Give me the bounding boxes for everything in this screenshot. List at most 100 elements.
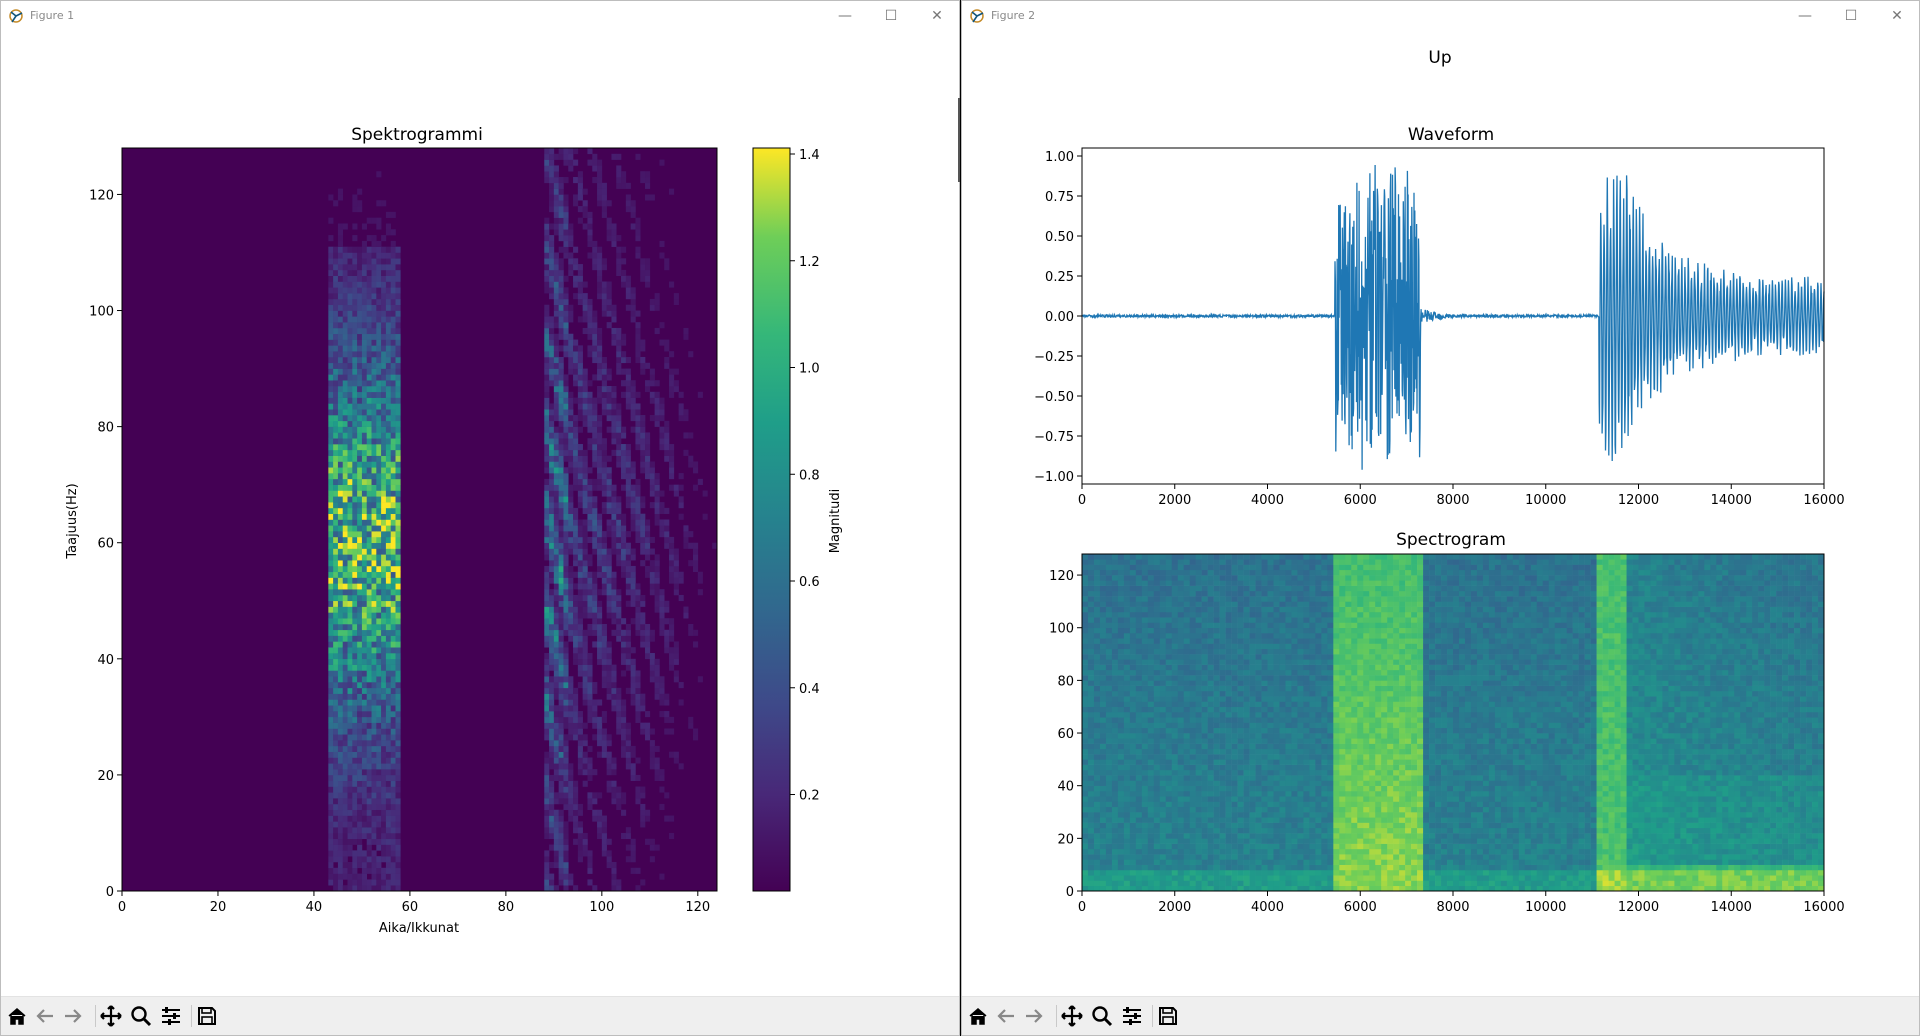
- heatmap-cell: [553, 583, 559, 590]
- heatmap-cell: [381, 322, 387, 329]
- forward-arrow-icon[interactable]: [61, 1005, 85, 1027]
- configure-subplots-icon[interactable]: [159, 1005, 183, 1027]
- heatmap-cell: [597, 525, 603, 532]
- spectrogram-cell: [1153, 848, 1161, 855]
- heatmap-cell: [366, 809, 372, 816]
- heatmap-cell: [606, 229, 612, 236]
- spectrogram-cell: [1171, 711, 1179, 718]
- heatmap-cell: [630, 548, 636, 555]
- heatmap-cell: [342, 467, 348, 474]
- heatmap-cell: [347, 705, 353, 712]
- spectrogram-cell: [1093, 864, 1101, 871]
- heatmap-cell: [549, 409, 555, 416]
- heatmap-cell: [361, 803, 368, 811]
- minimize-button[interactable]: —: [1798, 8, 1812, 24]
- heatmap-cell: [611, 229, 617, 236]
- heatmap-cell: [640, 455, 646, 462]
- heatmap-cell: [371, 519, 377, 526]
- heatmap-cell: [333, 438, 339, 445]
- heatmap-cell: [361, 885, 368, 892]
- spectrogram-cell: [1123, 769, 1131, 776]
- spectrogram-cell: [1117, 859, 1125, 865]
- heatmap-cell: [385, 281, 392, 288]
- heatmap-cell: [597, 397, 603, 404]
- heatmap-cell: [597, 449, 603, 456]
- heatmap-cell: [654, 571, 660, 578]
- heatmap-cell: [577, 525, 583, 532]
- heatmap-cell: [342, 885, 348, 892]
- spectrogram-cell: [1141, 812, 1149, 818]
- heatmap-cell: [357, 502, 363, 509]
- heatmap-cell: [347, 519, 353, 526]
- titlebar[interactable]: Figure 1 — ☐ ✕: [1, 1, 959, 31]
- heatmap-cell: [376, 670, 382, 677]
- heatmap-cell: [597, 252, 603, 259]
- spectrogram-cell: [1153, 648, 1161, 655]
- heatmap-cell: [390, 670, 396, 677]
- spectrogram-cell: [1171, 643, 1179, 650]
- heatmap-cell: [549, 548, 555, 555]
- save-icon[interactable]: [195, 1005, 219, 1027]
- heatmap-cell: [563, 432, 569, 439]
- heatmap-cell: [558, 345, 564, 352]
- heatmap-cell: [630, 397, 636, 404]
- heatmap-cell: [630, 589, 636, 596]
- close-button[interactable]: ✕: [1891, 8, 1903, 24]
- heatmap-cell: [625, 467, 631, 474]
- heatmap-cell: [683, 542, 689, 549]
- figure-canvas[interactable]: Spektrogrammi 0 20 40 60 80 100 120 0 20 40 60 80 1…: [1, 31, 959, 997]
- figure-canvas[interactable]: Up Waveform 0 2000 4000 6000 8000 10000 12000 1…: [962, 31, 1919, 997]
- spectrogram-cell: [1159, 575, 1167, 581]
- heatmap-cell: [385, 432, 392, 439]
- heatmap-cell: [381, 333, 387, 340]
- zoom-icon[interactable]: [129, 1005, 153, 1027]
- heatmap-cell: [357, 287, 363, 294]
- heatmap-cell: [659, 623, 665, 631]
- heatmap-cell: [553, 455, 559, 462]
- heatmap-cell: [549, 322, 555, 329]
- heatmap-cell: [390, 565, 396, 573]
- spectrogram-cell: [1123, 859, 1131, 865]
- heatmap-cell: [352, 606, 358, 613]
- heatmap-cell: [371, 792, 377, 799]
- heatmap-cell: [573, 368, 579, 375]
- close-button[interactable]: ✕: [931, 8, 943, 24]
- spectrogram-cell: [1153, 869, 1161, 876]
- heatmap-cell: [640, 786, 646, 793]
- titlebar[interactable]: Figure 2 — ☐ ✕: [962, 1, 1919, 31]
- heatmap-cell: [625, 356, 631, 364]
- heatmap-cell: [347, 861, 353, 869]
- home-icon[interactable]: [5, 1005, 29, 1027]
- heatmap-cell: [371, 502, 377, 509]
- pan-icon[interactable]: [99, 1005, 123, 1027]
- maximize-button[interactable]: ☐: [884, 8, 898, 24]
- heatmap-cell: [381, 507, 387, 514]
- heatmap-cell: [333, 629, 339, 636]
- heatmap-cell: [549, 484, 555, 491]
- spectrogram-cell: [1087, 711, 1095, 718]
- spectrogram-cell: [1183, 785, 1191, 792]
- spectrogram-cell: [1177, 722, 1185, 729]
- heatmap-cell: [366, 473, 372, 480]
- heatmap-cell: [673, 757, 679, 764]
- minimize-button[interactable]: —: [838, 8, 852, 24]
- heatmap-cell: [337, 606, 344, 613]
- heatmap-cell: [611, 519, 617, 526]
- spectrogram-cell: [1093, 875, 1101, 881]
- heatmap-cell: [549, 362, 555, 369]
- heatmap-cell: [371, 821, 377, 828]
- heatmap-cell: [553, 356, 559, 364]
- heatmap-cell: [333, 409, 339, 416]
- back-arrow-icon[interactable]: [33, 1005, 57, 1027]
- heatmap-cell: [587, 426, 593, 433]
- heatmap-cell: [606, 409, 612, 416]
- heatmap-cell: [606, 682, 612, 689]
- spectrogram-cell: [1123, 785, 1131, 792]
- heatmap-cell: [597, 589, 603, 596]
- spectrogram-cell: [1135, 759, 1143, 765]
- heatmap-cell: [573, 728, 579, 735]
- maximize-button[interactable]: ☐: [1844, 8, 1858, 24]
- spectrogram-cell: [1105, 733, 1113, 739]
- spectrogram-cell: [1117, 638, 1125, 644]
- spectrogram-cell: [1165, 590, 1173, 597]
